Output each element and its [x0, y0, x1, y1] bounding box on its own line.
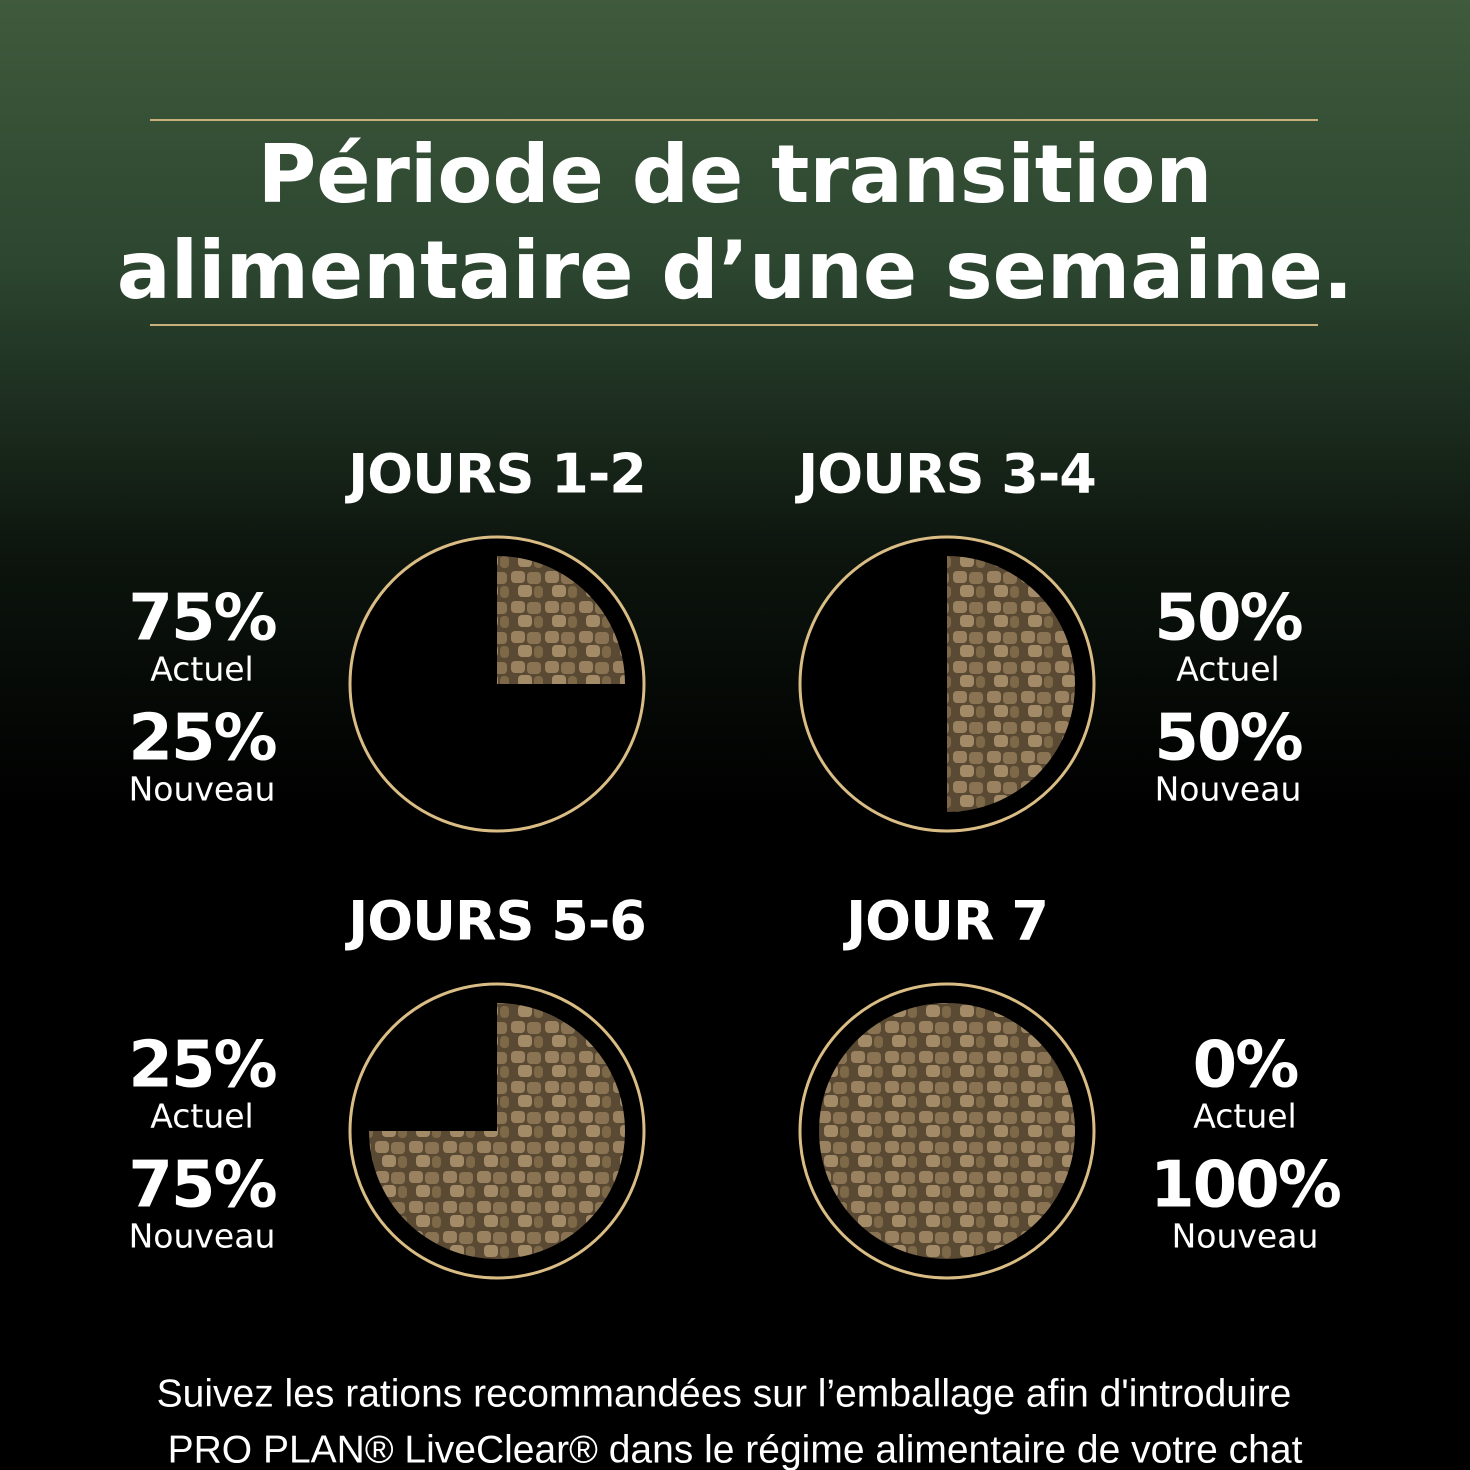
- kibble-portion: [947, 556, 1075, 812]
- footer: Suivez les rations recommandées sur l’em…: [157, 1372, 1292, 1415]
- percent: 50%: [1154, 702, 1302, 776]
- percent-label: Nouveau: [1155, 770, 1302, 809]
- percent: 25%: [128, 1029, 276, 1103]
- percent-label: Actuel: [1176, 650, 1279, 689]
- percent: 0%: [1193, 1029, 1299, 1103]
- percent: 50%: [1154, 582, 1302, 656]
- footer: PRO PLAN® LiveClear® dans le régime alim…: [168, 1428, 1303, 1470]
- percent-label: Nouveau: [129, 770, 276, 809]
- empty-portion: [369, 556, 625, 812]
- percent: 100%: [1150, 1149, 1341, 1223]
- percent-label: Nouveau: [1172, 1217, 1319, 1256]
- title: Période de transition: [258, 128, 1213, 221]
- percent-label: Actuel: [150, 1097, 253, 1136]
- percent-label: Nouveau: [129, 1217, 276, 1256]
- kibble-portion: [819, 1003, 1075, 1259]
- panel-title: JOURS 3-4: [794, 443, 1096, 506]
- panel-title: JOUR 7: [842, 890, 1048, 953]
- panel-title: JOURS 5-6: [344, 890, 646, 953]
- empty-portion: [819, 556, 947, 812]
- percent: 25%: [128, 702, 276, 776]
- kibble-portion: [497, 556, 625, 684]
- percent-label: Actuel: [150, 650, 253, 689]
- empty-portion: [369, 1003, 497, 1131]
- percent: 75%: [128, 1149, 276, 1223]
- percent: 75%: [128, 582, 276, 656]
- panel-title: JOURS 1-2: [344, 443, 646, 506]
- percent-label: Actuel: [1193, 1097, 1296, 1136]
- title: alimentaire d’une semaine.: [117, 224, 1354, 317]
